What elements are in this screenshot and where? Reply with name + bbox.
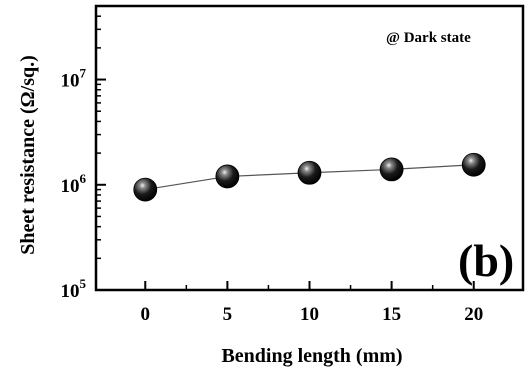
x-tick-label: 5 xyxy=(223,304,233,325)
data-point xyxy=(461,152,486,177)
panel-label: (b) xyxy=(458,235,514,286)
x-tick-label: 10 xyxy=(300,304,319,325)
data-point xyxy=(215,164,240,189)
y-axis-label: Sheet resistance (Ω/sq.) xyxy=(17,55,39,255)
annotation-text: @ Dark state xyxy=(386,30,471,46)
x-tick-label: 15 xyxy=(382,304,401,325)
y-tick-label: 106 xyxy=(61,171,87,197)
x-tick-label: 0 xyxy=(141,304,151,325)
data-points xyxy=(133,152,486,202)
data-point xyxy=(379,157,404,182)
y-axis-ticks: 105 106 107 xyxy=(61,5,106,302)
y-tick-label: 105 xyxy=(61,276,87,302)
data-point xyxy=(297,160,322,185)
data-point xyxy=(133,177,158,202)
x-axis-ticks: 0 5 10 15 20 xyxy=(141,281,483,325)
y-tick-label: 107 xyxy=(61,66,87,92)
x-axis-label: Bending length (mm) xyxy=(221,345,402,367)
x-tick-label: 20 xyxy=(464,304,483,325)
